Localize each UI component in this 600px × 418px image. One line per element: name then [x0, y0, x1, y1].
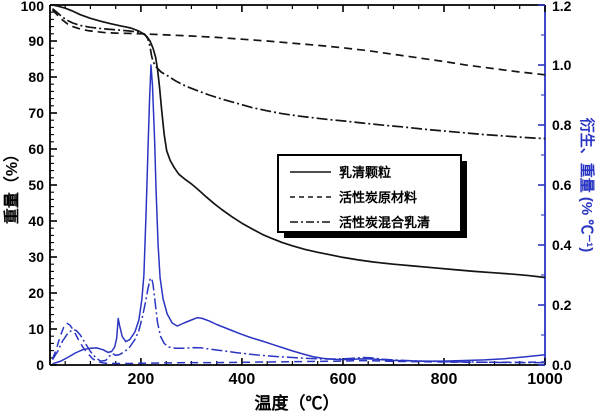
right-axis-tick-label: 0.8 [552, 117, 572, 133]
left-axis-tick-label: 20 [28, 285, 44, 301]
left-axis-tick-label: 80 [28, 69, 44, 85]
axes-layer: 200 400 600 800 100010090807060504030201001.… [21, 0, 572, 388]
right-axis-tick-label: 0.2 [552, 297, 572, 313]
curves-layer [51, 4, 546, 365]
x-axis-tick-label: 800 [431, 371, 458, 388]
left-axis-tick-label: 50 [28, 177, 44, 193]
left-axis-tick-label: 60 [28, 141, 44, 157]
x-axis-tick-label: 1000 [527, 371, 563, 388]
x-axis-tick-label: 200 [128, 371, 155, 388]
curve-ac-raw-wt [51, 9, 546, 76]
left-axis-tick-label: 0 [36, 357, 44, 373]
legend-label-ac-raw: 活性炭原材料 [339, 190, 417, 205]
right-axis-tick-label: 1.2 [552, 0, 572, 14]
right-axis-tick-label: 0.0 [552, 357, 572, 373]
curve-ac-whey-wt [51, 7, 546, 140]
x-axis-tick-label: 400 [229, 371, 256, 388]
left-axis-tick-label: 10 [28, 321, 44, 337]
left-axis-tick-label: 40 [28, 213, 44, 229]
legend-box [277, 154, 462, 233]
left-axis-tick-label: 30 [28, 249, 44, 265]
right-axis-tick-label: 0.4 [552, 237, 572, 253]
curve-whey-dtg [52, 64, 546, 365]
curve-whey-wt [52, 4, 546, 279]
left-axis-tick-label: 70 [28, 105, 44, 121]
curve-ac-raw-dtg [51, 322, 546, 365]
left-axis-tick-label: 90 [28, 33, 44, 49]
legend-label-ac-whey: 活性炭混合乳清 [339, 215, 430, 230]
x-axis-tick-label: 600 [330, 371, 357, 388]
x-axis-title: 温度（℃） [255, 393, 340, 413]
right-axis-tick-label: 1.0 [552, 57, 572, 73]
right-axis-tick-label: 0.6 [552, 177, 572, 193]
legend-label-whey: 乳清颗粒 [339, 165, 391, 180]
curve-ac-whey-dtg [51, 277, 545, 364]
right-axis-title: 衍生、重量 (% ℃⁻¹) [578, 117, 596, 253]
left-axis-title: 重量（%） [2, 146, 21, 224]
left-axis-tick-label: 100 [21, 0, 45, 14]
